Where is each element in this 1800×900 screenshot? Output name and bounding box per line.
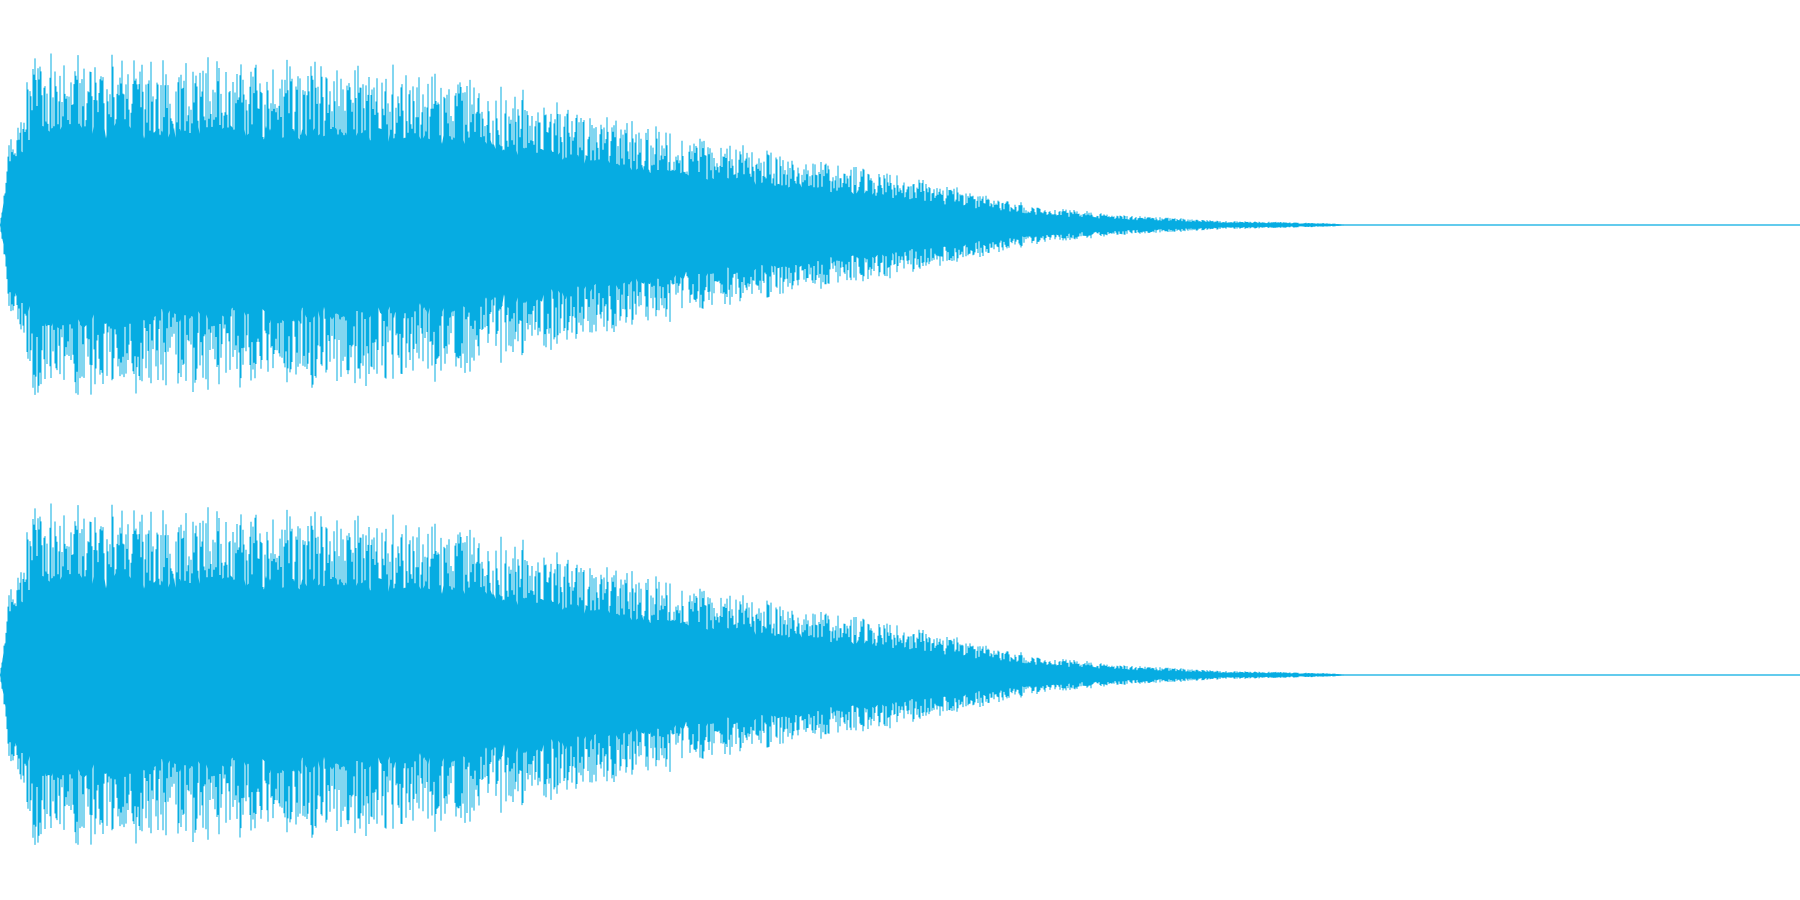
channel-right-waveform-peaks — [0, 503, 1350, 845]
channel-right-waveform[interactable] — [0, 450, 1800, 900]
channel-left-waveform-peaks — [0, 53, 1350, 395]
channel-left-waveform[interactable] — [0, 0, 1800, 450]
waveform-left-svg — [0, 53, 1800, 395]
waveform-right-svg — [0, 503, 1800, 845]
